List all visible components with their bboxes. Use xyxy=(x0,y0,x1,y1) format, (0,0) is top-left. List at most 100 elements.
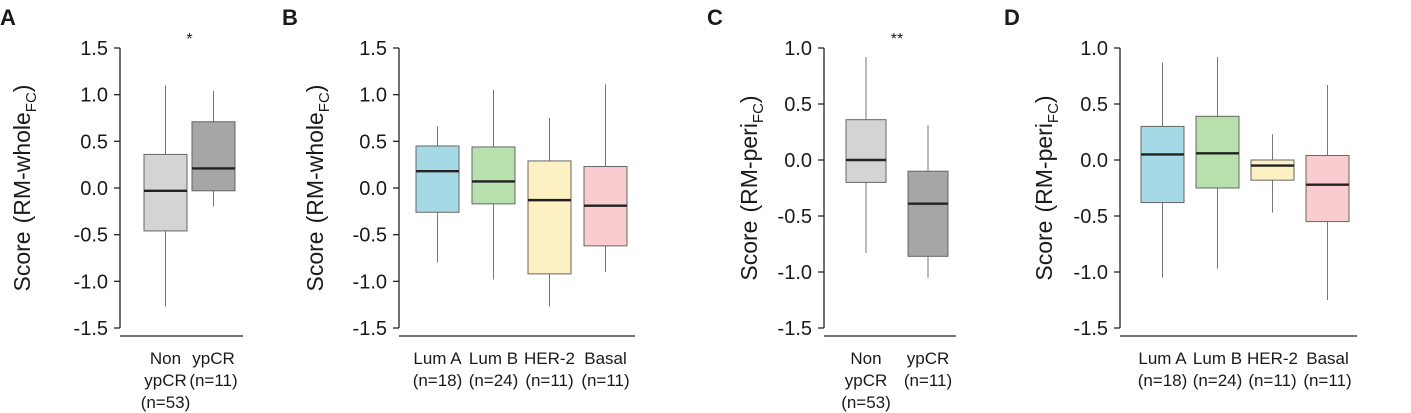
box-iqr xyxy=(191,121,236,192)
y-axis-label-score: Score xyxy=(1031,221,1057,281)
y-axis-label-metric: RM-whole xyxy=(9,112,35,216)
y-tick-label: -1.5 xyxy=(778,318,812,340)
x-category-label: (n=53) xyxy=(141,393,191,412)
x-category-label: ypCR xyxy=(845,371,888,390)
box-1: Lum A (n=18) xyxy=(1138,62,1188,390)
y-tick-label: 1.5 xyxy=(80,38,108,60)
y-tick-label: -1.5 xyxy=(1074,318,1108,340)
box-iqr xyxy=(527,160,572,275)
y-axis-label-subscript: FC xyxy=(316,92,333,112)
y-axis-label-score: Score xyxy=(9,231,35,291)
panel-letter: B xyxy=(282,5,298,30)
box-iqr xyxy=(415,145,460,213)
box-1: Lum A (n=18) xyxy=(413,126,463,390)
x-category-label: (n=11) xyxy=(189,371,237,390)
x-category-label: (n=11) xyxy=(525,371,573,390)
y-axis-label-subscript: FC xyxy=(1045,103,1062,123)
y-tick-label: -1.5 xyxy=(74,318,108,340)
y-axis-label-metric: RM-whole xyxy=(302,112,328,216)
panel-d: D Score (RM-periFC) 1.0 0.5 0.0 -0.5 -1.0 -1.5 Lu… xyxy=(1004,5,1357,390)
x-category-label: ypCR xyxy=(144,371,187,390)
x-category-label: ypCR xyxy=(907,349,950,368)
x-category-label: ypCR xyxy=(192,349,235,368)
panel-letter: A xyxy=(0,5,16,30)
y-tick-label: -1.0 xyxy=(74,271,108,293)
y-axis-label: Score (RM-periFC) xyxy=(736,95,767,280)
y-axis-label-paren-close: ) xyxy=(302,85,328,93)
box-iqr xyxy=(143,153,188,232)
box-2: ypCR (n=11) xyxy=(189,90,238,390)
panel-c: C Score (RM-periFC) 1.0 0.5 0.0 -0.5 -1.0 -1.5 No… xyxy=(707,5,956,412)
x-category-label: HER-2 xyxy=(1247,349,1298,368)
significance-marker: * xyxy=(186,31,192,48)
y-axis-label-paren: ( xyxy=(9,215,35,223)
box-iqr xyxy=(845,119,887,183)
x-category-label: (n=11) xyxy=(904,371,952,390)
box-4: Basal (n=11) xyxy=(581,84,630,390)
y-tick-label: 1.0 xyxy=(784,38,812,60)
box-3: HER-2 (n=11) xyxy=(1247,134,1298,390)
y-axis-label-paren-close: ) xyxy=(736,95,762,103)
x-category-label: (n=18) xyxy=(1138,371,1188,390)
x-category-label: (n=11) xyxy=(1248,371,1296,390)
box-1: Non ypCR (n=53) xyxy=(841,56,891,412)
x-category-label: Lum B xyxy=(469,349,518,368)
y-tick-label: 0.5 xyxy=(1080,94,1108,116)
y-tick-label: -1.5 xyxy=(353,318,387,340)
y-axis-label-metric: RM-peri xyxy=(736,123,762,205)
y-tick-label: -1.0 xyxy=(778,262,812,284)
box-iqr xyxy=(1305,155,1350,223)
y-axis-label-paren: ( xyxy=(1031,205,1057,213)
y-axis-label-paren-close: ) xyxy=(1031,95,1057,103)
y-axis-label-subscript: FC xyxy=(23,92,40,112)
x-category-label: Lum A xyxy=(1138,349,1187,368)
y-axis-label: Score (RM-wholeFC) xyxy=(302,85,333,292)
y-tick-label: 1.5 xyxy=(359,38,387,60)
box-2: Lum B (n=24) xyxy=(1193,56,1243,390)
box-iqr xyxy=(1140,125,1185,204)
x-category-label: (n=11) xyxy=(581,371,629,390)
x-category-label: (n=53) xyxy=(841,393,891,412)
box-iqr xyxy=(1250,159,1295,181)
panel-letter: D xyxy=(1004,5,1020,30)
y-axis-label: Score (RM-periFC) xyxy=(1031,95,1062,280)
y-axis-label-paren: ( xyxy=(302,215,328,223)
x-category-label: HER-2 xyxy=(524,349,575,368)
box-2: ypCR (n=11) xyxy=(904,125,952,390)
x-category-label: (n=18) xyxy=(413,371,463,390)
box-3: HER-2 (n=11) xyxy=(524,118,575,390)
y-tick-label: -1.0 xyxy=(353,271,387,293)
y-tick-label: 0.0 xyxy=(80,178,108,200)
y-tick-label: -0.5 xyxy=(353,225,387,247)
box-iqr xyxy=(471,146,516,205)
x-category-label: Lum A xyxy=(413,349,462,368)
y-axis-label-score: Score xyxy=(736,221,762,281)
y-tick-label: -0.5 xyxy=(74,225,108,247)
y-axis-label-metric: RM-peri xyxy=(1031,123,1057,205)
y-axis-label-paren: ( xyxy=(736,205,762,213)
box-iqr xyxy=(907,170,949,257)
y-tick-label: 1.0 xyxy=(80,85,108,107)
x-category-label: (n=24) xyxy=(469,371,519,390)
y-axis-label: Score (RM-wholeFC) xyxy=(9,85,40,292)
x-category-label: (n=11) xyxy=(1303,371,1351,390)
x-category-label: Lum B xyxy=(1193,349,1242,368)
box-1: Non ypCR (n=53) xyxy=(141,85,191,412)
x-category-label: Basal xyxy=(1306,349,1349,368)
panel-b: B Score (RM-wholeFC) 1.5 1.0 0.5 0.0 -0.5 -1.0 -1… xyxy=(282,5,635,390)
y-tick-label: 0.5 xyxy=(359,131,387,153)
y-tick-label: 1.0 xyxy=(1080,38,1108,60)
y-tick-label: 0.0 xyxy=(359,178,387,200)
panel-letter: C xyxy=(707,5,723,30)
panel-a: A Score (RM-wholeFC) 1.5 1.0 0.5 0.0 -0.5 -1.0 -1… xyxy=(0,5,243,412)
significance-marker: ** xyxy=(891,31,903,48)
x-category-label: (n=24) xyxy=(1193,371,1243,390)
y-axis-label-paren-close: ) xyxy=(9,85,35,93)
y-tick-label: -0.5 xyxy=(1074,206,1108,228)
y-tick-label: -1.0 xyxy=(1074,262,1108,284)
y-tick-label: 0.5 xyxy=(784,94,812,116)
y-axis-label-score: Score xyxy=(302,231,328,291)
box-4: Basal (n=11) xyxy=(1303,84,1352,390)
x-category-label: Basal xyxy=(584,349,627,368)
